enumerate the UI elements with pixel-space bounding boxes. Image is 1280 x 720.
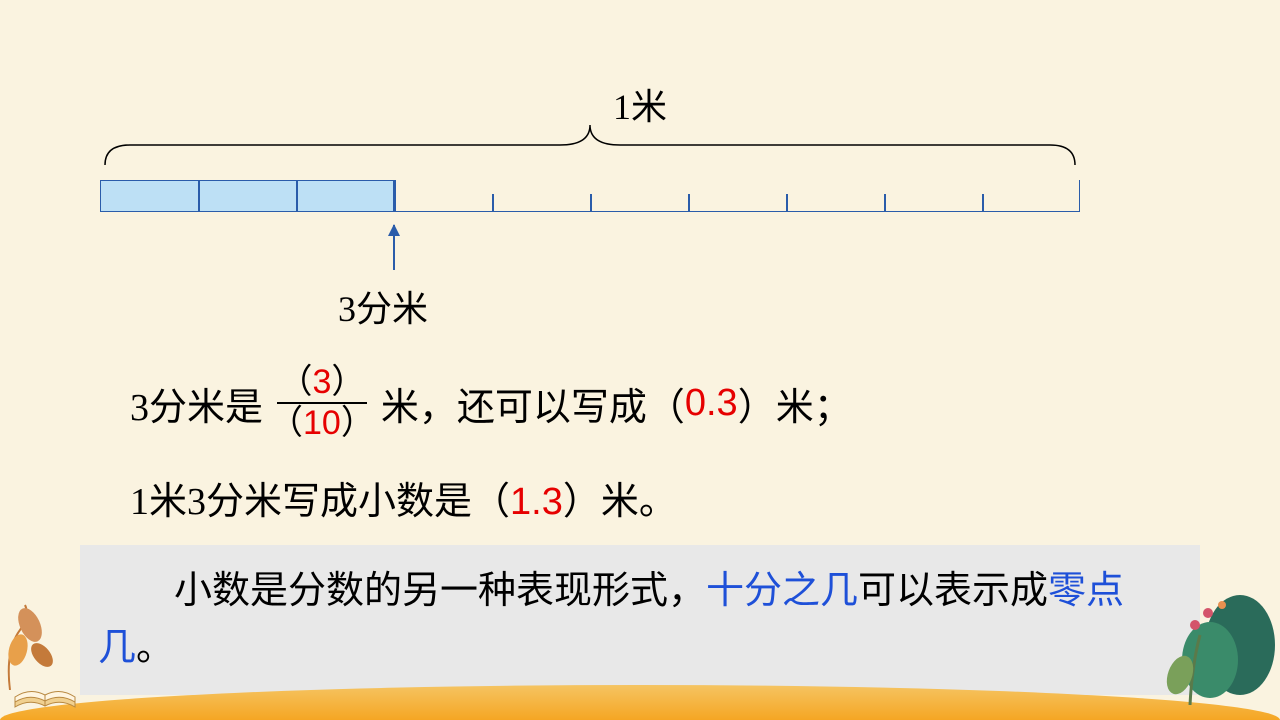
tick [982,194,984,212]
arrow-label: 3分米 [338,280,428,332]
deco-book-icon [10,662,80,712]
line2: 1米3分米写成小数是（1.3）米。 [130,470,677,525]
paren-open: （ [278,364,312,401]
bottom-b1: 十分之几 [706,570,858,612]
line1-decimal: 0.3 [685,382,738,425]
tick [590,194,592,212]
brace [100,120,1080,170]
bottom-t2: 可以表示成 [858,570,1048,612]
deco-leaf-right [1150,565,1280,705]
bottom-t3: 。 [136,627,174,669]
bottom-box: 小数是分数的另一种表现形式，十分之几可以表示成零点几。 [80,545,1200,695]
line1-prefix: 3分米是 [130,376,263,431]
tick [786,194,788,212]
tick [884,194,886,212]
tick [688,194,690,212]
line1-mid: 米，还可以写成（ [381,376,685,431]
denominator: （10） [267,406,377,441]
numerator: （3） [276,365,367,400]
numerator-value: 3 [312,363,331,401]
line2-suffix: ）米。 [563,481,677,523]
paren-close: ） [331,364,365,401]
paren-open: （ [269,405,303,442]
line1: 3分米是 （3） （10） 米，还可以写成（ 0.3 ）米； [130,365,852,441]
tick [296,180,298,212]
tick [394,180,396,212]
denominator-value: 10 [303,404,341,442]
line2-decimal: 1.3 [510,481,563,523]
tick [492,194,494,212]
line1-suffix: ）米； [738,376,852,431]
arrow [393,225,395,270]
bottom-t1: 小数是分数的另一种表现形式， [98,570,706,612]
tick [198,180,200,212]
ruler [100,180,1080,215]
fraction: （3） （10） [267,365,377,441]
line2-prefix: 1米3分米写成小数是（ [130,481,510,523]
paren-close: ） [341,405,375,442]
